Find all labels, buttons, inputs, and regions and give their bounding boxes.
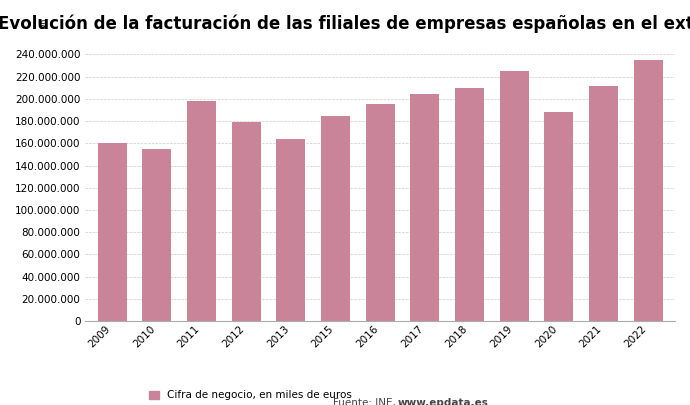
Bar bbox=[366, 104, 395, 321]
Bar bbox=[633, 60, 662, 321]
Bar bbox=[455, 88, 484, 321]
Bar bbox=[142, 149, 171, 321]
Bar bbox=[589, 85, 618, 321]
Text: €: € bbox=[38, 19, 46, 32]
Bar bbox=[276, 139, 306, 321]
Bar bbox=[232, 122, 261, 321]
Bar bbox=[98, 143, 127, 321]
Bar bbox=[187, 101, 216, 321]
Text: Fuente: INE,: Fuente: INE, bbox=[333, 398, 399, 405]
Title: Evolución de la facturación de las filiales de empresas españolas en el extranje: Evolución de la facturación de las filia… bbox=[0, 15, 690, 34]
Bar bbox=[544, 112, 573, 321]
Legend: Cifra de negocio, en miles de euros: Cifra de negocio, en miles de euros bbox=[144, 386, 357, 405]
Bar bbox=[411, 94, 440, 321]
Bar bbox=[321, 115, 350, 321]
Bar bbox=[500, 71, 529, 321]
Text: www.epdata.es: www.epdata.es bbox=[398, 398, 489, 405]
